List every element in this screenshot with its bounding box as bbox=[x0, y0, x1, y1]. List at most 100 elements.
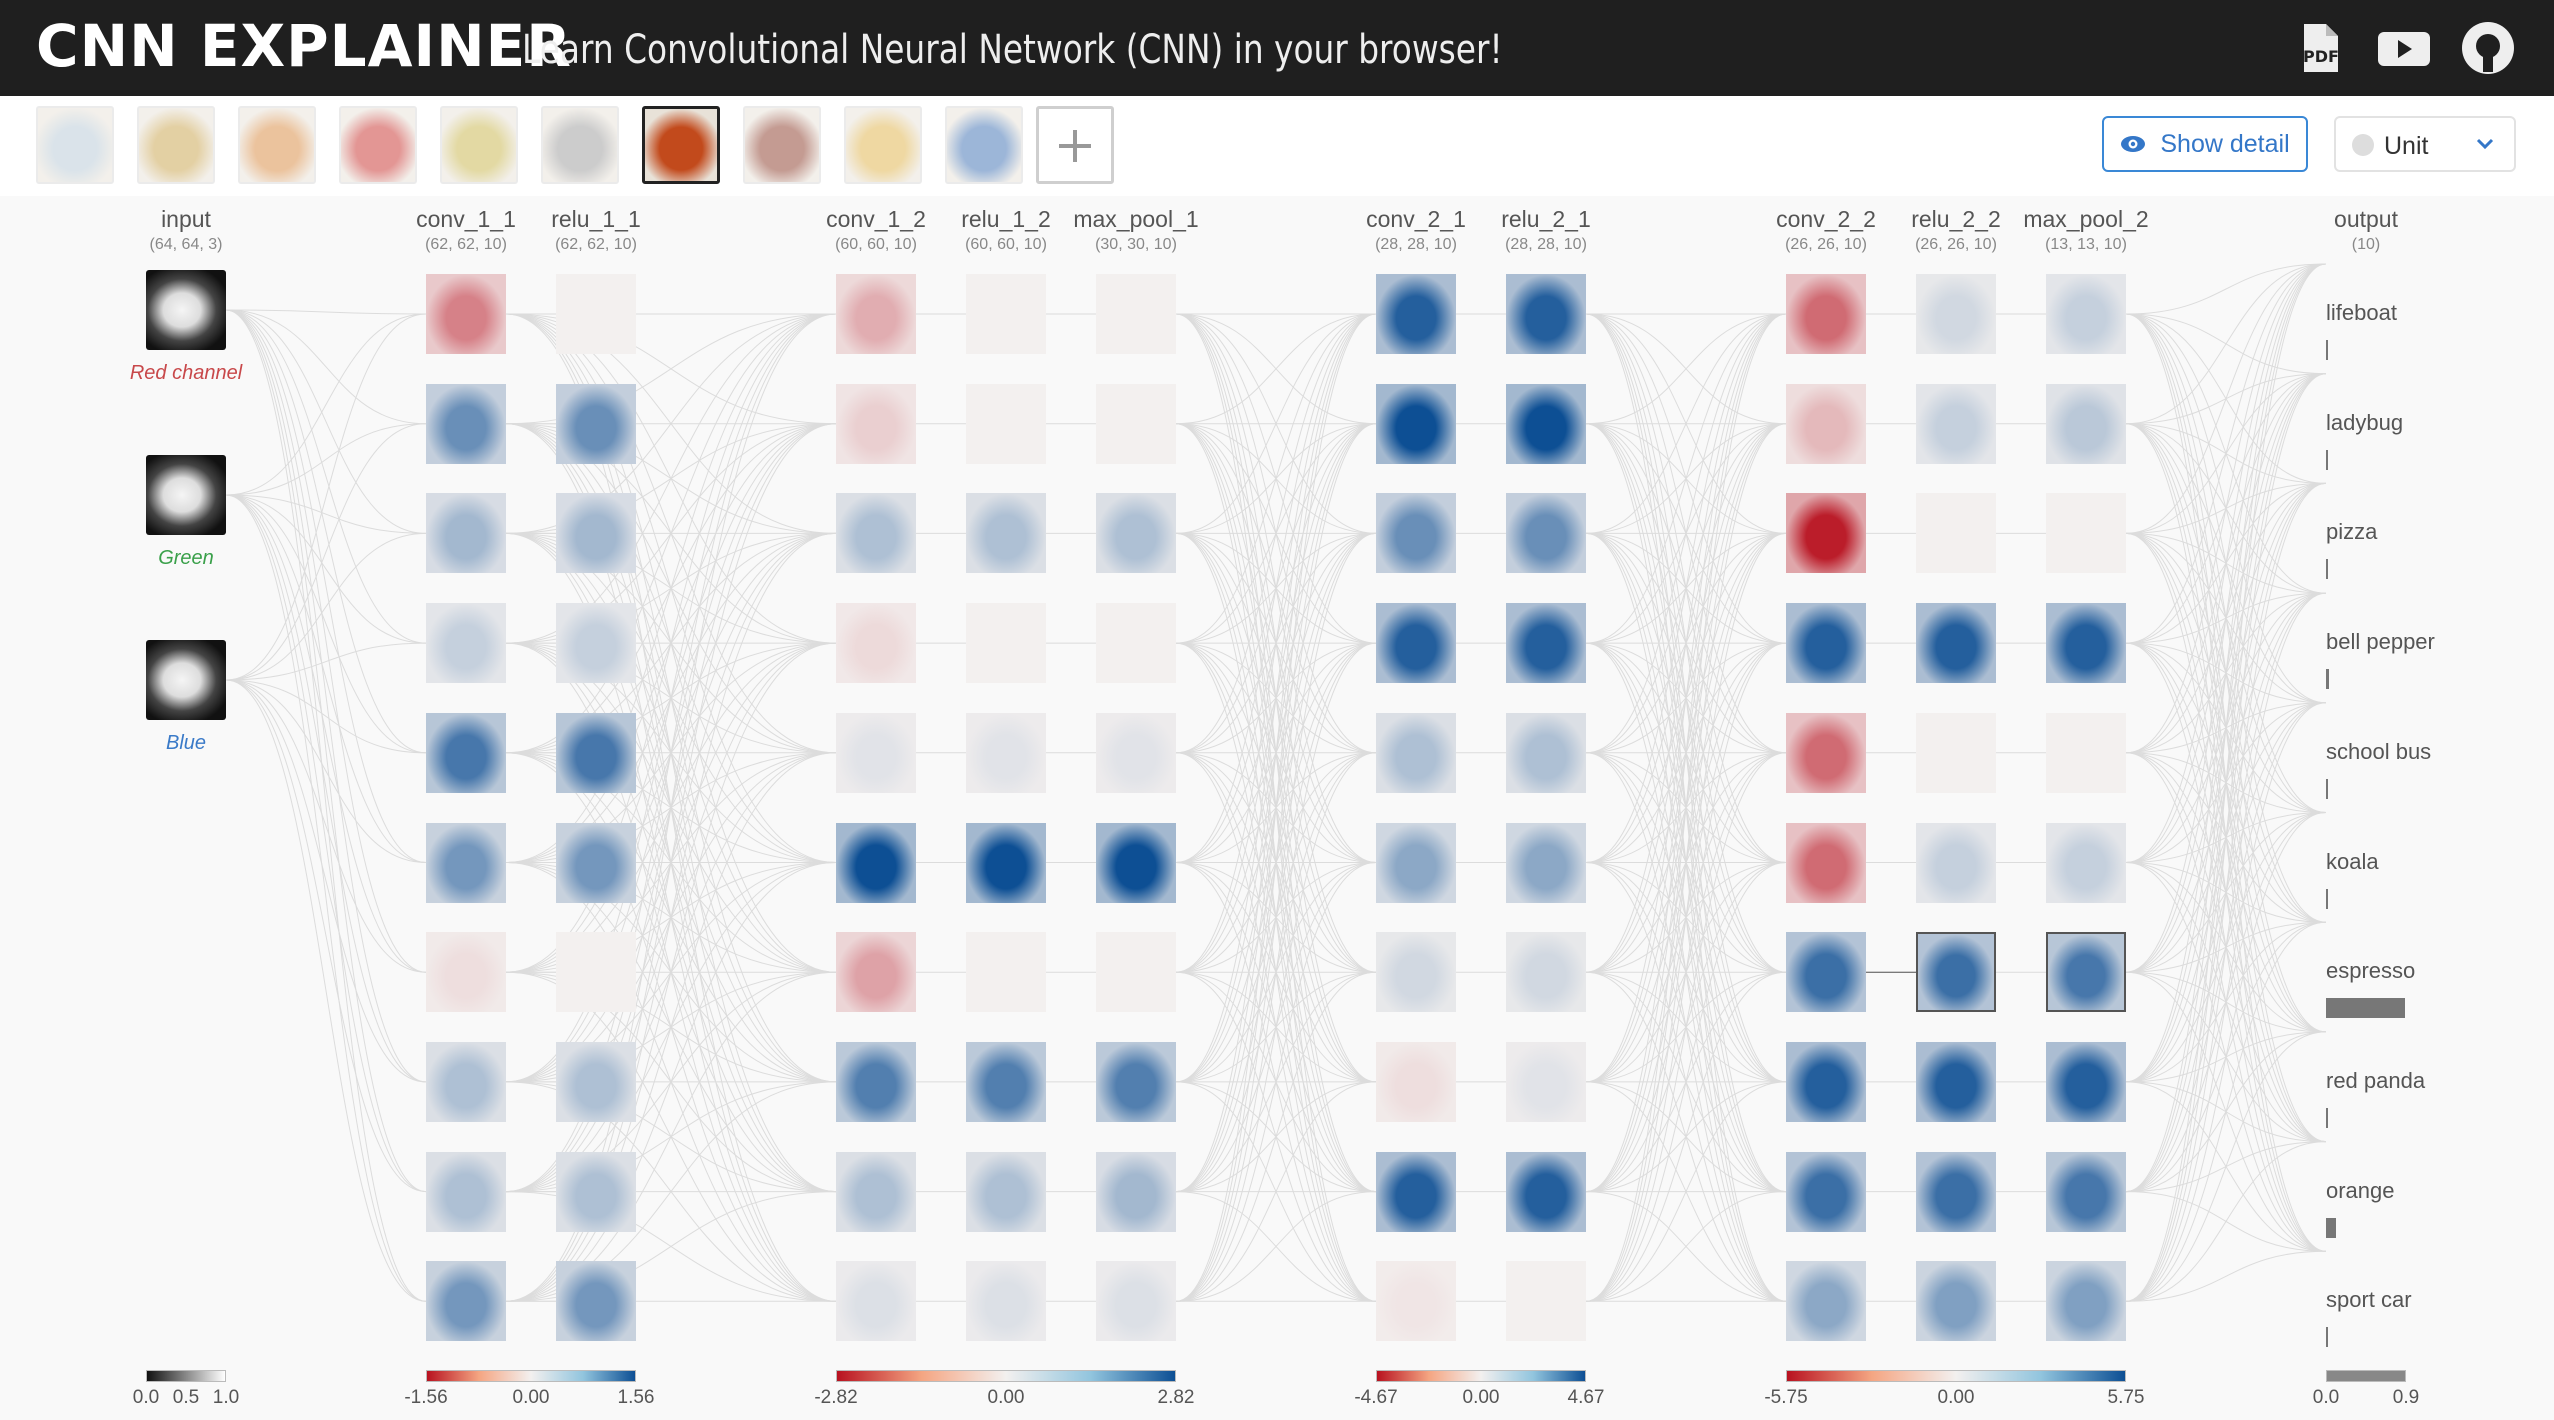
feature-map-relu-1-1-8[interactable] bbox=[556, 1151, 636, 1232]
feature-map-relu-2-2-4[interactable] bbox=[1916, 712, 1996, 793]
feature-map-max-pool-2-4[interactable] bbox=[2046, 712, 2126, 793]
feature-map-conv-2-1-4[interactable] bbox=[1376, 712, 1456, 793]
feature-map-relu-1-2-8[interactable] bbox=[966, 1151, 1046, 1232]
feature-map-relu-2-2-3[interactable] bbox=[1916, 603, 1996, 684]
feature-map-relu-1-1-1[interactable] bbox=[556, 383, 636, 464]
feature-map-relu-2-2-7[interactable] bbox=[1916, 1041, 1996, 1122]
feature-map-conv-1-2-7[interactable] bbox=[836, 1041, 916, 1122]
feature-map-relu-1-2-7[interactable] bbox=[966, 1041, 1046, 1122]
feature-map-relu-2-1-5[interactable] bbox=[1506, 822, 1586, 903]
feature-map-max-pool-2-6[interactable] bbox=[2046, 932, 2126, 1013]
feature-map-conv-1-1-5[interactable] bbox=[426, 822, 506, 903]
output-class-label[interactable]: orange bbox=[2326, 1177, 2395, 1203]
feature-map-relu-1-1-4[interactable] bbox=[556, 712, 636, 793]
feature-map-max-pool-2-1[interactable] bbox=[2046, 383, 2126, 464]
video-icon[interactable] bbox=[2374, 18, 2434, 78]
feature-map-relu-2-1-1[interactable] bbox=[1506, 383, 1586, 464]
feature-map-conv-1-2-9[interactable] bbox=[836, 1261, 916, 1342]
feature-map-relu-1-1-2[interactable] bbox=[556, 493, 636, 574]
feature-map-relu-1-2-9[interactable] bbox=[966, 1261, 1046, 1342]
feature-map-max-pool-2-5[interactable] bbox=[2046, 822, 2126, 903]
feature-map-max-pool-2-3[interactable] bbox=[2046, 603, 2126, 684]
feature-map-conv-1-1-0[interactable] bbox=[426, 274, 506, 354]
feature-map-conv-1-2-6[interactable] bbox=[836, 932, 916, 1013]
feature-map-conv-2-2-4[interactable] bbox=[1786, 712, 1866, 793]
feature-map-conv-2-2-6[interactable] bbox=[1786, 932, 1866, 1013]
thumbnail-school-bus[interactable] bbox=[440, 106, 518, 184]
output-class-label[interactable]: espresso bbox=[2326, 958, 2416, 984]
feature-map-max-pool-2-8[interactable] bbox=[2046, 1151, 2126, 1232]
feature-map-conv-1-1-1[interactable] bbox=[426, 383, 506, 464]
feature-map-max-pool-1-1[interactable] bbox=[1096, 383, 1176, 464]
input-channel-image[interactable] bbox=[146, 455, 226, 535]
feature-map-relu-1-2-5[interactable] bbox=[966, 822, 1046, 903]
feature-map-conv-1-2-0[interactable] bbox=[836, 274, 916, 354]
feature-map-conv-2-1-8[interactable] bbox=[1376, 1151, 1456, 1232]
feature-map-max-pool-2-0[interactable] bbox=[2046, 274, 2126, 354]
feature-map-relu-1-1-9[interactable] bbox=[556, 1261, 636, 1342]
feature-map-conv-2-1-6[interactable] bbox=[1376, 932, 1456, 1013]
feature-map-relu-2-2-5[interactable] bbox=[1916, 822, 1996, 903]
feature-map-conv-2-2-3[interactable] bbox=[1786, 603, 1866, 684]
feature-map-conv-2-2-5[interactable] bbox=[1786, 822, 1866, 903]
pdf-icon[interactable]: PDF bbox=[2290, 18, 2350, 78]
thumbnail-red-panda[interactable] bbox=[743, 106, 821, 184]
feature-map-conv-2-2-2[interactable] bbox=[1786, 493, 1866, 574]
feature-map-max-pool-1-4[interactable] bbox=[1096, 712, 1176, 793]
feature-map-conv-1-2-1[interactable] bbox=[836, 383, 916, 464]
feature-map-max-pool-2-9[interactable] bbox=[2046, 1261, 2126, 1342]
feature-map-conv-1-1-6[interactable] bbox=[426, 932, 506, 1013]
feature-map-relu-2-2-1[interactable] bbox=[1916, 383, 1996, 464]
feature-map-max-pool-1-8[interactable] bbox=[1096, 1151, 1176, 1232]
output-class-label[interactable]: koala bbox=[2326, 848, 2379, 874]
feature-map-relu-2-1-6[interactable] bbox=[1506, 932, 1586, 1013]
input-channel-image[interactable] bbox=[146, 270, 226, 350]
feature-map-conv-2-1-3[interactable] bbox=[1376, 603, 1456, 684]
output-class-label[interactable]: pizza bbox=[2326, 519, 2378, 545]
feature-map-relu-2-1-2[interactable] bbox=[1506, 493, 1586, 574]
feature-map-relu-2-1-8[interactable] bbox=[1506, 1151, 1586, 1232]
feature-map-max-pool-1-5[interactable] bbox=[1096, 822, 1176, 903]
feature-map-relu-1-1-0[interactable] bbox=[556, 274, 636, 354]
feature-map-conv-2-1-0[interactable] bbox=[1376, 274, 1456, 354]
feature-map-conv-1-2-5[interactable] bbox=[836, 822, 916, 903]
output-class-label[interactable]: lifeboat bbox=[2326, 300, 2397, 325]
feature-map-relu-1-2-2[interactable] bbox=[966, 493, 1046, 574]
feature-map-conv-2-2-1[interactable] bbox=[1786, 383, 1866, 464]
feature-map-max-pool-1-7[interactable] bbox=[1096, 1041, 1176, 1122]
feature-map-conv-1-1-4[interactable] bbox=[426, 712, 506, 793]
add-image-button[interactable] bbox=[1036, 106, 1114, 184]
feature-map-relu-2-2-0[interactable] bbox=[1916, 274, 1996, 354]
feature-map-relu-2-1-0[interactable] bbox=[1506, 274, 1586, 354]
feature-map-relu-1-2-1[interactable] bbox=[966, 383, 1046, 464]
feature-map-max-pool-1-2[interactable] bbox=[1096, 493, 1176, 574]
feature-map-conv-1-1-8[interactable] bbox=[426, 1151, 506, 1232]
show-detail-button[interactable]: Show detail bbox=[2102, 116, 2308, 172]
feature-map-relu-1-2-3[interactable] bbox=[966, 603, 1046, 684]
unit-dropdown[interactable]: Unit bbox=[2334, 116, 2516, 172]
github-icon[interactable] bbox=[2458, 18, 2518, 78]
feature-map-relu-2-2-9[interactable] bbox=[1916, 1261, 1996, 1342]
output-class-label[interactable]: ladybug bbox=[2326, 409, 2404, 435]
feature-map-conv-1-1-7[interactable] bbox=[426, 1041, 506, 1122]
feature-map-conv-2-2-8[interactable] bbox=[1786, 1151, 1866, 1232]
feature-map-max-pool-1-0[interactable] bbox=[1096, 274, 1176, 354]
feature-map-conv-1-2-8[interactable] bbox=[836, 1151, 916, 1232]
feature-map-conv-2-2-7[interactable] bbox=[1786, 1041, 1866, 1122]
feature-map-max-pool-1-9[interactable] bbox=[1096, 1261, 1176, 1342]
output-class-label[interactable]: sport car bbox=[2326, 1287, 2412, 1313]
feature-map-conv-1-1-9[interactable] bbox=[426, 1261, 506, 1342]
feature-map-max-pool-2-7[interactable] bbox=[2046, 1041, 2126, 1122]
feature-map-conv-2-2-0[interactable] bbox=[1786, 274, 1866, 354]
feature-map-conv-2-1-2[interactable] bbox=[1376, 493, 1456, 574]
thumbnail-bell-pepper[interactable] bbox=[339, 106, 417, 184]
thumbnail-koala[interactable] bbox=[541, 106, 619, 184]
feature-map-conv-1-1-3[interactable] bbox=[426, 603, 506, 684]
feature-map-conv-2-1-1[interactable] bbox=[1376, 383, 1456, 464]
feature-map-conv-1-2-2[interactable] bbox=[836, 493, 916, 574]
feature-map-relu-2-2-6[interactable] bbox=[1916, 932, 1996, 1013]
feature-map-relu-2-2-8[interactable] bbox=[1916, 1151, 1996, 1232]
thumbnail-lifeboat[interactable] bbox=[36, 106, 114, 184]
feature-map-relu-1-1-7[interactable] bbox=[556, 1041, 636, 1122]
feature-map-conv-1-2-3[interactable] bbox=[836, 603, 916, 684]
